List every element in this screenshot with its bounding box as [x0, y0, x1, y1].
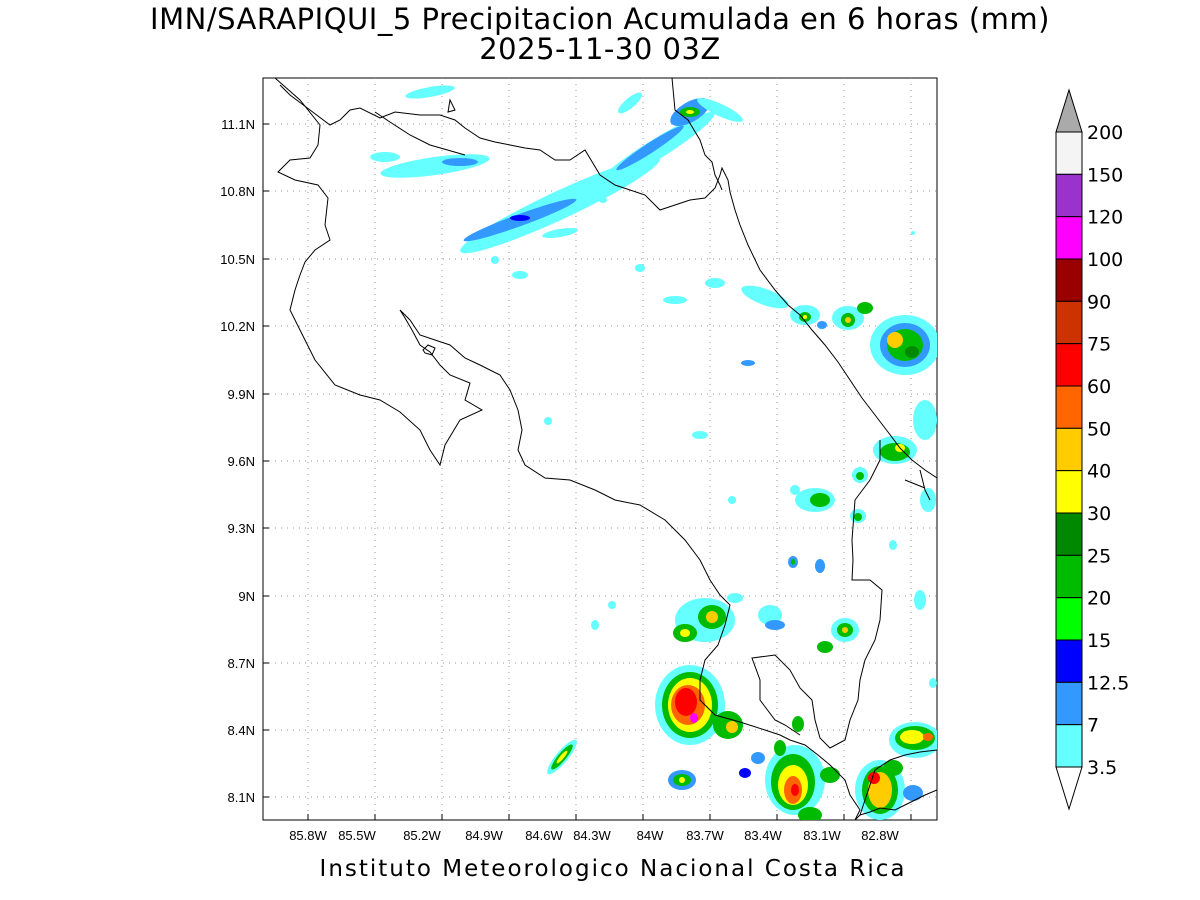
lon-label: 82.8W — [861, 828, 899, 843]
colorbar-swatch — [1055, 385, 1083, 429]
lon-label: 85.2W — [403, 828, 441, 843]
lon-label: 84.3W — [573, 828, 611, 843]
colorbar-label: 90 — [1087, 291, 1111, 313]
lat-label: 11.1N — [221, 117, 255, 132]
lat-label: 10.2N — [220, 319, 255, 334]
lon-label: 83.4W — [744, 828, 782, 843]
colorbar-label: 7 — [1087, 715, 1099, 737]
colorbar-top-arrow — [1055, 88, 1083, 133]
lat-label: 8.1N — [228, 790, 255, 805]
colorbar-label: 150 — [1087, 164, 1123, 186]
colorbar-swatch — [1055, 681, 1083, 726]
lat-label: 9.6N — [228, 454, 255, 469]
colorbar-label: 25 — [1087, 545, 1111, 567]
footer-credit: Instituto Meteorologico Nacional Costa R… — [319, 856, 907, 882]
colorbar-swatch — [1055, 427, 1083, 472]
colorbar-label: 40 — [1087, 461, 1111, 483]
lat-label: 9N — [238, 589, 255, 604]
lat-label: 8.7N — [228, 656, 255, 671]
lon-label: 85.5W — [338, 828, 376, 843]
colorbar-label: 3.5 — [1087, 757, 1117, 779]
colorbar-swatch — [1055, 639, 1083, 683]
lon-label: 85.8W — [289, 828, 327, 843]
lat-label: 10.5N — [220, 252, 255, 267]
lat-label: 9.3N — [228, 521, 255, 536]
coastlines-and-borders — [274, 78, 937, 820]
colorbar-label: 120 — [1087, 207, 1123, 229]
lat-label: 8.4N — [228, 723, 255, 738]
tick-marks — [263, 123, 912, 820]
colorbar-label: 75 — [1087, 334, 1111, 356]
map-subtitle-date: 2025-11-30 03Z — [479, 32, 721, 66]
rain-cells-south — [547, 231, 937, 820]
colorbar-swatch — [1055, 343, 1083, 387]
colorbar-swatch — [1055, 512, 1083, 556]
colorbar-label: 60 — [1087, 376, 1111, 398]
colorbar: 200 150 120 100 90 75 60 50 40 30 25 20 15 12.5 7 3.5 — [1055, 88, 1129, 811]
rain-cells-caribbean — [544, 285, 937, 610]
colorbar-bottom-arrow — [1055, 766, 1083, 811]
precipitation-field — [370, 85, 937, 820]
colorbar-swatch — [1055, 258, 1083, 302]
colorbar-label: 30 — [1087, 503, 1111, 525]
colorbar-swatch — [1055, 470, 1083, 514]
colorbar-swatch — [1055, 724, 1083, 768]
colorbar-label: 200 — [1087, 122, 1123, 144]
colorbar-label: 20 — [1087, 588, 1111, 610]
lon-label: 84.6W — [525, 828, 563, 843]
colorbar-label: 12.5 — [1087, 672, 1129, 694]
lat-label: 9.9N — [228, 387, 255, 402]
colorbar-label: 100 — [1087, 249, 1123, 271]
colorbar-swatch — [1055, 131, 1083, 175]
colorbar-swatches — [1055, 131, 1083, 768]
colorbar-labels: 200 150 120 100 90 75 60 50 40 30 25 20 15 12.5 7 3.5 — [1087, 122, 1129, 779]
lon-label: 83.1W — [803, 828, 841, 843]
lon-label: 84.9W — [465, 828, 503, 843]
map-title: IMN/SARAPIQUI_5 Precipitacion Acumulada … — [150, 2, 1050, 36]
colorbar-swatch — [1055, 554, 1083, 599]
lat-label: 10.8N — [220, 184, 255, 199]
colorbar-label: 50 — [1087, 418, 1111, 440]
lon-label: 84W — [637, 828, 664, 843]
colorbar-swatch — [1055, 216, 1083, 260]
colorbar-label: 15 — [1087, 630, 1111, 652]
colorbar-swatch — [1055, 300, 1083, 345]
lon-label: 83.7W — [686, 828, 724, 843]
longitude-labels: 85.8W 85.5W 85.2W 84.9W 84.6W 84.3W 84W … — [289, 828, 899, 843]
colorbar-swatch — [1055, 597, 1083, 641]
latitude-labels: 11.1N 10.8N 10.5N 10.2N 9.9N 9.6N 9.3N 9… — [220, 117, 255, 805]
rain-band-north — [370, 85, 743, 304]
colorbar-swatch — [1055, 173, 1083, 218]
